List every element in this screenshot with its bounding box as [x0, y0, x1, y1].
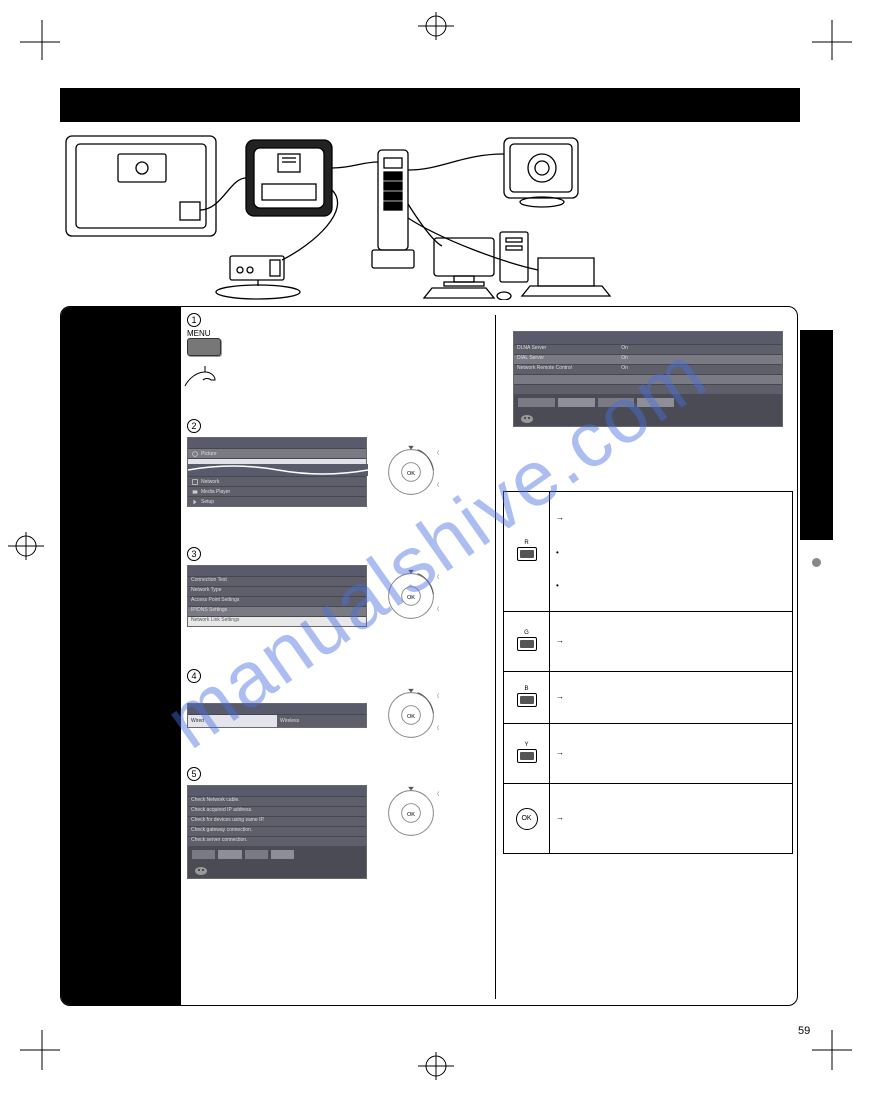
svg-text:①: ① [437, 692, 439, 700]
page-content: 1 MENU 2 [60, 88, 800, 1006]
red-button-label: R [510, 540, 543, 547]
instruction-card: 1 MENU 2 [60, 306, 798, 1006]
svg-text:OK: OK [407, 471, 415, 477]
link-settings-screenshot: DLNA ServerOn DIAL ServerOn Network Remo… [513, 331, 783, 427]
connection-diagram [62, 130, 622, 300]
section-dot [812, 558, 821, 567]
red-button-icon [517, 547, 537, 561]
section-title-bar [60, 88, 800, 122]
svg-text:OK: OK [407, 595, 415, 601]
svg-text:①: ① [437, 790, 439, 798]
menu-label: MENU [187, 329, 237, 338]
menu-screenshot: Picture Network Media P [187, 437, 367, 507]
ok-button-icon: OK [516, 808, 538, 830]
green-button-label: G [510, 630, 543, 637]
blue-button-icon [517, 693, 537, 707]
step-number-2: 2 [187, 419, 201, 433]
right-column: DLNA ServerOn DIAL ServerOn Network Remo… [495, 307, 798, 1006]
svg-text:①: ① [437, 449, 439, 457]
svg-text:②: ② [437, 481, 439, 489]
yellow-button-label: Y [510, 742, 543, 749]
svg-text:OK: OK [407, 812, 415, 818]
step-number-4: 4 [187, 669, 201, 683]
svg-text:②: ② [437, 605, 439, 613]
nav-dial-icon: OK ① ② [383, 568, 439, 624]
page-number: 59 [798, 1025, 810, 1037]
connection-test-screenshot: Check Network cable. Check acquired IP a… [187, 785, 367, 879]
green-button-icon [517, 637, 537, 651]
red-action-1 [556, 513, 786, 523]
network-setup-screenshot: Connection Test Network Type Access Poin… [187, 565, 367, 627]
color-button-table: R • • G [503, 491, 793, 854]
blue-button-label: B [510, 686, 543, 693]
svg-text:②: ② [437, 724, 439, 732]
svg-text:①: ① [437, 573, 439, 581]
card-black-sidebar [61, 307, 181, 1006]
ok-action [556, 813, 786, 823]
step-number-5: 5 [187, 767, 201, 781]
nav-dial-icon: OK ① [383, 785, 439, 841]
yellow-action [556, 748, 786, 758]
step-number-3: 3 [187, 547, 201, 561]
svg-text:OK: OK [407, 714, 415, 720]
left-steps-column: 1 MENU 2 [181, 307, 495, 1006]
nav-dial-icon: OK ① ② [383, 444, 439, 500]
section-tab [800, 330, 833, 540]
blue-action [556, 692, 786, 702]
green-action [556, 636, 786, 646]
column-divider [495, 315, 496, 999]
yellow-button-icon [517, 749, 537, 763]
menu-button-icon [187, 338, 221, 356]
network-type-screenshot: Wired Wireless [187, 703, 367, 728]
step-number-1: 1 [187, 313, 201, 327]
nav-dial-icon: OK ① ② [383, 687, 439, 743]
hand-press-icon [187, 356, 237, 396]
